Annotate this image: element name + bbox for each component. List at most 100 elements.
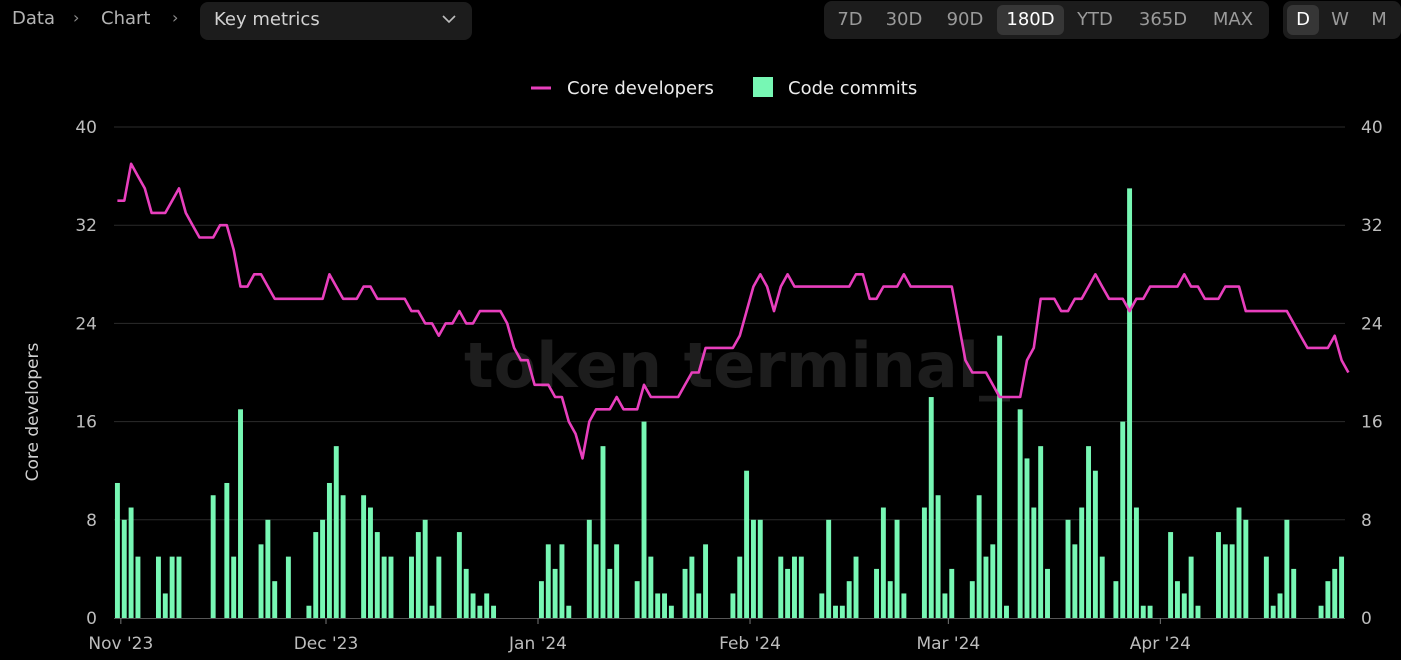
range-max-button[interactable]: MAX (1212, 9, 1254, 30)
code-commits-bar (326, 482, 332, 618)
code-commits-bar (737, 556, 743, 618)
range-7d-button[interactable]: 7D (837, 9, 863, 30)
code-commits-bar (429, 605, 435, 618)
code-commits-bar (1140, 605, 1146, 618)
x-axis: Nov '23 Dec '23 Jan '24 Feb '24 Mar '24 Apr '… (88, 618, 1345, 654)
code-commits-bar (1024, 458, 1030, 618)
x-tick-label: Feb '24 (719, 634, 781, 654)
x-tick-label: Mar '24 (916, 634, 980, 654)
code-commits-bar (484, 593, 490, 618)
code-commits-bar (846, 581, 852, 618)
code-commits-bar (853, 556, 859, 618)
code-commits-bar (415, 532, 421, 618)
code-commits-bar (648, 556, 654, 618)
code-commits-bar (552, 568, 558, 618)
granularity-week-button[interactable]: W (1331, 9, 1349, 30)
code-commits-bar (1284, 519, 1290, 618)
code-commits-bar (949, 568, 955, 618)
time-range-selector: 7D 30D 90D 180D YTD 365D MAX (824, 1, 1269, 39)
code-commits-bar (545, 544, 551, 618)
code-commits-bar (935, 495, 941, 618)
code-commits-bar (1120, 421, 1126, 618)
range-180d-button[interactable]: 180D (997, 5, 1064, 35)
code-commits-bar (1079, 507, 1085, 618)
code-commits-bar (969, 581, 975, 618)
code-commits-bar (1045, 568, 1050, 618)
code-commits-bar (1092, 470, 1098, 618)
legend: Core developers Code commits (531, 77, 917, 99)
code-commits-bar (265, 519, 271, 618)
code-commits-bar (1099, 556, 1105, 618)
code-commits-bar (600, 446, 606, 618)
code-commits-bar (1133, 507, 1139, 618)
y-axis-right: 0 8 16 24 32 40 (1361, 118, 1383, 629)
breadcrumb-data[interactable]: Data (12, 8, 55, 29)
code-commits-bar (210, 495, 216, 618)
code-commits-bar (593, 544, 599, 618)
legend-item-code-commits[interactable]: Code commits (788, 78, 917, 99)
code-commits-bar (374, 532, 380, 618)
code-commits-bar (744, 470, 750, 618)
y-tick-label-left: 16 (75, 413, 97, 433)
code-commits-bar (1339, 556, 1345, 618)
code-commits-bar (1270, 605, 1276, 618)
code-commits-bar (1086, 446, 1092, 618)
code-commits-bar (901, 593, 907, 618)
code-commits-bar (1195, 605, 1201, 618)
code-commits-bar (162, 593, 168, 618)
code-commits-bar (388, 556, 394, 618)
breadcrumb-separator-icon: › (73, 8, 80, 27)
code-commits-bar (662, 593, 667, 618)
code-commits-bar (586, 519, 592, 618)
grid-lines (114, 126, 1345, 521)
code-commits-bar (381, 556, 387, 618)
code-commits-bar (1318, 605, 1324, 618)
code-commits-bar (1243, 519, 1249, 618)
y-axis-left: 0 8 16 24 32 40 (75, 118, 97, 629)
code-commits-bar (696, 593, 702, 618)
code-commits-bar (361, 495, 367, 618)
code-commits-bar (682, 568, 688, 618)
code-commits-bar (1181, 593, 1187, 618)
breadcrumb-chart[interactable]: Chart (101, 8, 151, 29)
range-30d-button[interactable]: 30D (885, 9, 923, 30)
code-commits-bar (668, 605, 674, 618)
range-90d-button[interactable]: 90D (946, 9, 984, 30)
x-tick-label: Nov '23 (88, 634, 153, 654)
code-commits-bar (121, 519, 127, 618)
y-tick-label-left: 8 (86, 511, 97, 531)
code-commits-bar (833, 605, 838, 618)
code-commits-bar (785, 568, 791, 618)
x-tick-label: Dec '23 (294, 634, 359, 654)
code-commits-bar (1291, 568, 1297, 618)
range-ytd-button[interactable]: YTD (1077, 9, 1113, 30)
code-commits-bar (1332, 568, 1338, 618)
legend-item-core-developers[interactable]: Core developers (567, 78, 714, 99)
code-commits-bar (839, 605, 845, 618)
code-commits-bar (422, 519, 428, 618)
granularity-day-button[interactable]: D (1287, 5, 1319, 35)
code-commits-bar (942, 593, 948, 618)
range-365d-button[interactable]: 365D (1138, 9, 1188, 30)
x-tick-label: Apr '24 (1130, 634, 1191, 654)
code-commits-bar (176, 556, 182, 618)
code-commits-bar (1168, 532, 1174, 618)
code-commits-bar (750, 519, 756, 618)
code-commits-bar (285, 556, 291, 618)
code-commits-bar (1038, 446, 1044, 618)
code-commits-bar (887, 581, 893, 618)
code-commits-bar (1263, 556, 1269, 618)
granularity-month-button[interactable]: M (1371, 9, 1387, 30)
code-commits-bar (231, 556, 237, 618)
code-commits-bar (1004, 605, 1009, 618)
code-commits-bar (320, 519, 326, 618)
code-commits-bar (928, 397, 934, 618)
code-commits-bar (1222, 544, 1228, 618)
code-commits-bar (792, 556, 797, 618)
metric-dropdown[interactable]: Key metrics (200, 2, 472, 40)
code-commits-bar (798, 556, 804, 618)
granularity-selector: D W M (1283, 1, 1401, 39)
code-commits-bar (1113, 581, 1119, 618)
y-axis-title: Core developers (23, 342, 43, 481)
code-commits-bar (456, 532, 462, 618)
